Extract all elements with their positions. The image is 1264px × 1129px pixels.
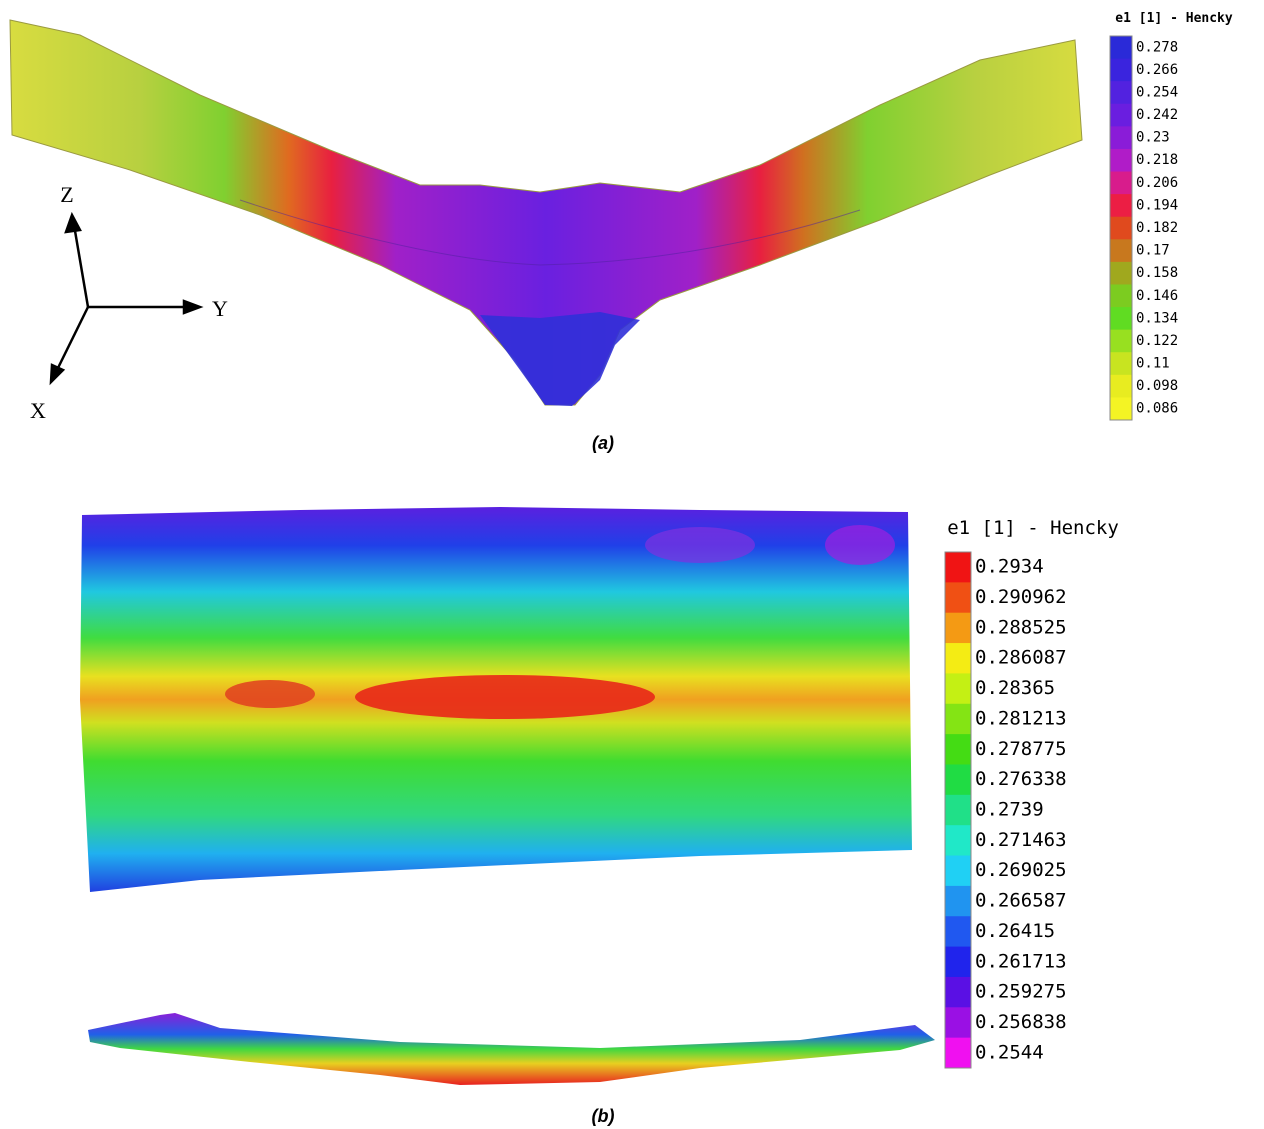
legend-swatch	[1110, 330, 1132, 353]
surface-a-bottom	[480, 312, 640, 406]
legend-label: 0.254	[1136, 84, 1178, 100]
legend: 0.278 0.266 0.254 0.242 0.23 0.218 0.206 0.194 0…	[1110, 36, 1178, 421]
legend-label: 0.158	[1136, 265, 1178, 281]
legend-swatch	[1110, 149, 1132, 172]
arrow	[51, 365, 63, 382]
legend-label: 0.242	[1136, 107, 1178, 123]
legend-label: 0.266587	[975, 890, 1067, 912]
legend-label: 0.288525	[975, 616, 1067, 638]
legend-swatch	[1110, 36, 1132, 59]
legend-label: 0.182	[1136, 220, 1178, 236]
legend-swatch	[945, 1038, 971, 1069]
axis-label: X	[30, 398, 46, 423]
legend-label: 0.26415	[975, 920, 1055, 942]
legend: 0.2934 0.290962 0.288525 0.286087 0.28365 0.2…	[945, 552, 1067, 1069]
panel-a: Z Y X e1 [1] - Hencky 0.2780.2660.2540.2…	[10, 11, 1233, 453]
legend-label: 0.122	[1136, 333, 1178, 349]
axis-x	[56, 307, 88, 372]
legend-swatch	[1110, 262, 1132, 285]
legend-label: 0.218	[1136, 152, 1178, 168]
legend-label: 0.2934	[975, 556, 1044, 578]
legend-swatch	[1110, 352, 1132, 375]
legend-title: e1 [1] - Hencky	[1115, 11, 1233, 26]
legend-swatch	[945, 582, 971, 613]
legend-label: 0.146	[1136, 288, 1178, 304]
legend-label: 0.11	[1136, 356, 1170, 372]
legend-label: 0.086	[1136, 401, 1178, 417]
legend-swatch	[1110, 194, 1132, 217]
legend-swatch	[1110, 239, 1132, 262]
legend-label: 0.256838	[975, 1011, 1067, 1033]
spot	[825, 525, 895, 565]
legend-label: 0.266	[1136, 62, 1178, 78]
legend-label: 0.269025	[975, 859, 1067, 881]
legend-swatch	[945, 886, 971, 917]
legend-label: 0.271463	[975, 829, 1067, 851]
legend-swatch	[945, 704, 971, 735]
legend-swatch	[1110, 59, 1132, 82]
legend-swatch	[1110, 104, 1132, 127]
legend-title: e1 [1] - Hencky	[947, 517, 1119, 539]
panel-b: e1 [1] - Hencky 0.29340.2909620.2885250.…	[80, 507, 1119, 1126]
legend-swatch	[945, 764, 971, 795]
legend-swatch	[945, 916, 971, 947]
legend-label: 0.17	[1136, 243, 1170, 259]
legend-label: 0.23	[1136, 130, 1170, 146]
spot	[645, 527, 755, 563]
arrow	[66, 215, 80, 232]
legend-swatch	[1110, 284, 1132, 307]
legend-label: 0.290962	[975, 586, 1067, 608]
legend-swatch	[945, 1007, 971, 1038]
legend-label: 0.28365	[975, 677, 1055, 699]
legend-label: 0.134	[1136, 310, 1178, 326]
legend-label: 0.259275	[975, 981, 1067, 1003]
legend-label: 0.281213	[975, 707, 1067, 729]
legend-label: 0.194	[1136, 197, 1178, 213]
legend-label: 0.276338	[975, 768, 1067, 790]
legend-swatch	[1110, 172, 1132, 195]
legend-swatch	[1110, 126, 1132, 149]
legend-label: 0.261713	[975, 950, 1067, 972]
legend-swatch	[945, 856, 971, 887]
surface-b-side	[88, 1013, 935, 1085]
caption: (a)	[592, 433, 614, 453]
legend-swatch	[945, 643, 971, 674]
legend-label: 0.278775	[975, 738, 1067, 760]
legend-label: 0.206	[1136, 175, 1178, 191]
legend-swatch	[945, 734, 971, 765]
legend-swatch	[1110, 217, 1132, 240]
legend-label: 0.278	[1136, 39, 1178, 55]
legend-swatch	[945, 977, 971, 1008]
legend-swatch	[945, 613, 971, 644]
caption: (b)	[592, 1106, 615, 1126]
hotspot	[225, 680, 315, 708]
legend-swatch	[1110, 307, 1132, 330]
axis-label: Y	[212, 296, 228, 321]
legend-swatch	[945, 552, 971, 583]
legend-swatch	[1110, 81, 1132, 104]
legend-swatch	[945, 825, 971, 856]
legend-swatch	[945, 673, 971, 704]
legend-label: 0.286087	[975, 647, 1067, 669]
legend-swatch	[1110, 397, 1132, 420]
arrow	[184, 301, 200, 313]
hotspot	[355, 675, 655, 719]
figure: Z Y X e1 [1] - Hencky 0.2780.2660.2540.2…	[0, 0, 1264, 1129]
axis-z	[74, 225, 88, 307]
legend-label: 0.098	[1136, 378, 1178, 394]
legend-label: 0.2739	[975, 799, 1044, 821]
legend-swatch	[1110, 375, 1132, 398]
legend-swatch	[945, 947, 971, 978]
legend-label: 0.2544	[975, 1041, 1044, 1063]
legend-swatch	[945, 795, 971, 826]
axis-label: Z	[60, 182, 73, 207]
